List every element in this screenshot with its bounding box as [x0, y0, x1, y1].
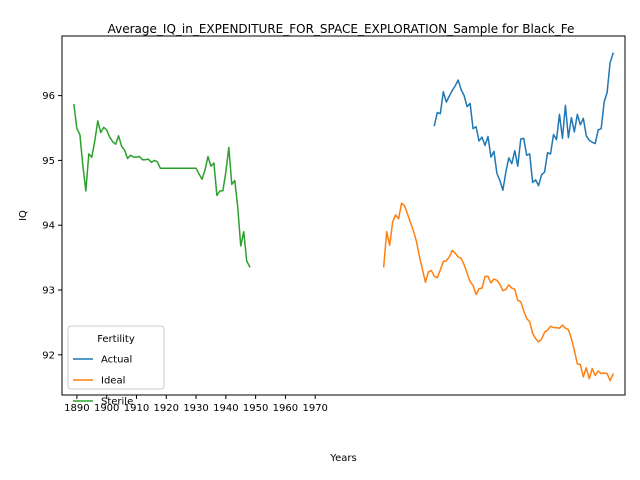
x-tick-label: 1960 [273, 403, 298, 414]
series-line-sterile [73, 103, 251, 268]
y-tick-label: 94 [42, 221, 55, 232]
y-tick-label: 92 [42, 350, 55, 361]
x-tick-label: 1890 [64, 403, 89, 414]
plot-area [61, 35, 626, 396]
y-tick-label: 95 [42, 156, 55, 167]
legend-frame [67, 325, 165, 390]
legend-title: Fertility [97, 334, 135, 345]
y-tick-label: 93 [42, 286, 55, 297]
x-axis-label: Years [329, 453, 356, 464]
x-tick-label: 1970 [302, 403, 327, 414]
axes-frame [61, 35, 626, 396]
x-tick-label: 1910 [124, 403, 149, 414]
legend-items: Actual Ideal Sterile [73, 355, 133, 408]
legend: Fertility Actual Ideal Sterile [67, 325, 165, 408]
legend-label-actual: Actual [101, 355, 132, 366]
y-axis-label: IQ [18, 210, 29, 221]
x-tick-label: 1900 [94, 403, 119, 414]
chart-title: Average_IQ_in_EXPENDITURE_FOR_SPACE_EXPL… [108, 22, 575, 36]
legend-label-ideal: Ideal [101, 376, 125, 387]
y-axis-ticks: 92 93 94 95 96 [42, 91, 62, 361]
series-line-actual [433, 52, 615, 191]
x-tick-label: 1920 [154, 403, 179, 414]
x-tick-label: 1940 [213, 403, 238, 414]
x-axis-ticks: 1890 1900 1910 1920 1930 1940 1950 1960 1970 [64, 395, 328, 414]
legend-label-sterile: Sterile [101, 397, 133, 408]
y-tick-label: 96 [42, 91, 55, 102]
series-line-ideal [382, 202, 615, 382]
x-tick-label: 1930 [183, 403, 208, 414]
series-layer [73, 52, 615, 382]
x-tick-label: 1950 [243, 403, 268, 414]
